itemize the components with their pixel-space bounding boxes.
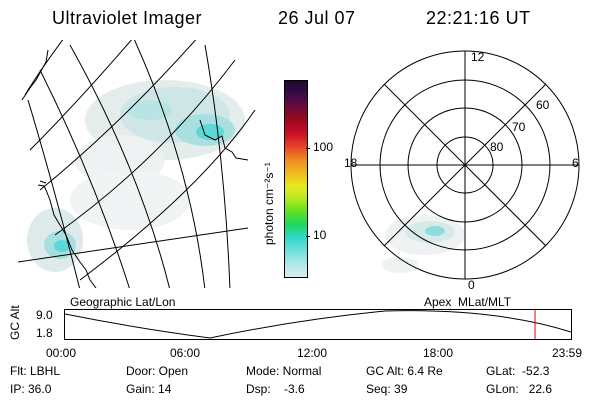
colorbar-tick-mark	[306, 148, 310, 149]
mlt-label-18: 18	[344, 156, 358, 170]
mode-info: Mode: Normal	[246, 364, 322, 378]
mlat-label-70: 70	[512, 120, 526, 134]
header-time: 22:21:16 UT	[426, 8, 531, 28]
timeline-y-tick-min: 1.8	[36, 326, 53, 340]
mlt-label-12: 12	[471, 50, 485, 64]
colorbar-tick-100: 100	[313, 140, 334, 154]
mlt-label-6: 6	[572, 156, 579, 170]
app-title: Ultraviolet Imager	[52, 8, 203, 28]
mlt-label-0: 0	[468, 278, 475, 292]
coastline	[21, 49, 249, 288]
mlat-label-80: 80	[490, 140, 504, 154]
colorbar	[284, 80, 308, 278]
altitude-curve	[65, 310, 571, 339]
timeline-y-tick-max: 9.0	[36, 308, 53, 322]
timeline-x-tick: 18:00	[423, 346, 454, 360]
colorbar-unit-label: photon cm⁻²s⁻¹	[262, 162, 276, 245]
emission-south	[27, 208, 83, 272]
timeline-y-axis-title: GC Alt	[8, 305, 22, 340]
gc-alt-info: GC Alt: 6.4 Re	[366, 364, 443, 378]
gain-info: Gain: 14	[126, 382, 172, 396]
ip-info: IP: 36.0	[10, 382, 52, 396]
timeline-x-tick: 06:00	[170, 346, 201, 360]
emission-north	[70, 80, 245, 230]
timeline-x-tick: 12:00	[297, 346, 328, 360]
timeline-x-tick: 00:00	[46, 346, 77, 360]
polar-emission	[382, 215, 465, 273]
longitude-grid	[18, 40, 249, 288]
timeline-x-tick: 23:59	[552, 346, 583, 360]
seq-info: Seq: 39	[366, 382, 408, 396]
dsp-info: Dsp: -3.6	[246, 382, 305, 396]
filter-info: Flt: LBHL	[10, 364, 61, 378]
apex-label: Apex MLat/MLT	[424, 295, 512, 309]
geographic-map	[18, 40, 256, 288]
door-info: Door: Open	[126, 364, 189, 378]
altitude-timeline	[64, 309, 572, 340]
mlat-label-60: 60	[536, 98, 550, 112]
colorbar-tick-10: 10	[313, 228, 327, 242]
header-date: 26 Jul 07	[278, 8, 356, 28]
geographic-label: Geographic Lat/Lon	[70, 295, 176, 309]
glat-info: GLat: -52.3	[486, 364, 550, 378]
glon-info: GLon: 22.6	[486, 382, 553, 396]
polar-grid	[350, 50, 580, 280]
polar-plot: 12 18 6 0 60 70 80	[344, 50, 580, 292]
colorbar-tick-mark	[306, 236, 310, 237]
